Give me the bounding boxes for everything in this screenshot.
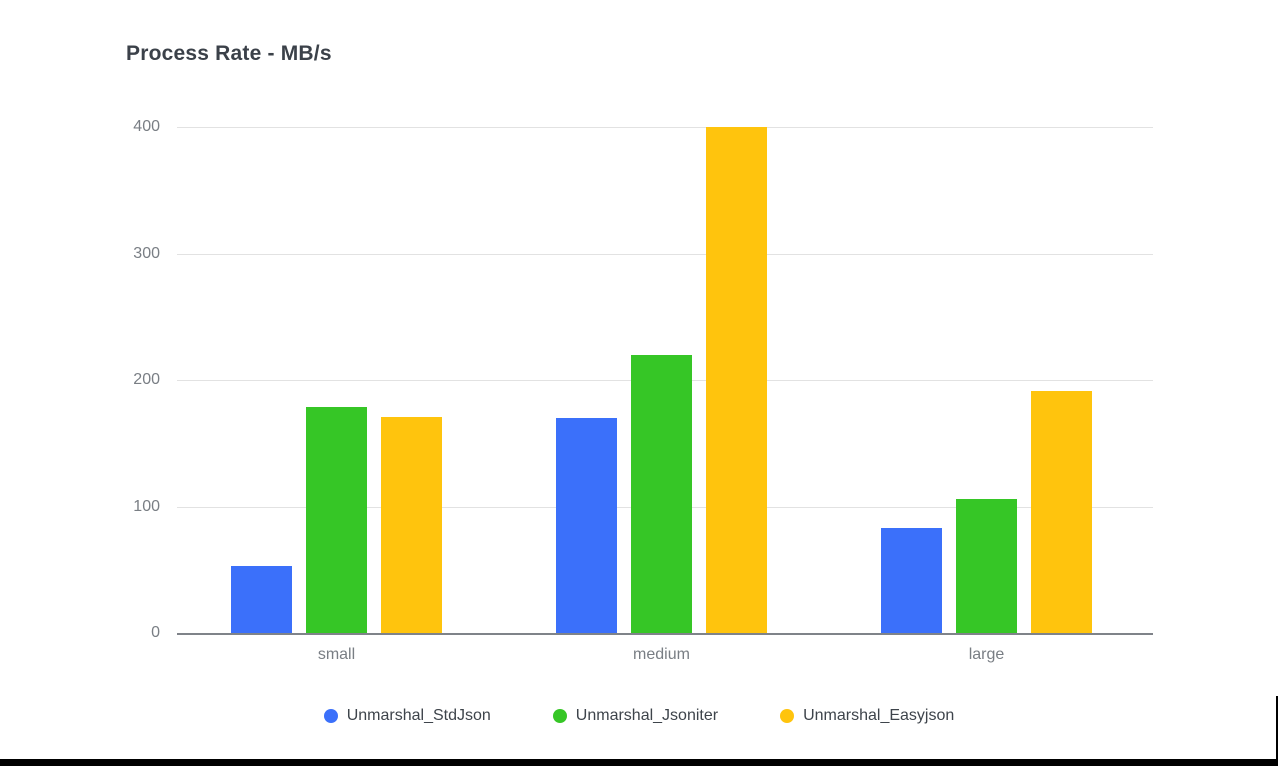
bar-unmarshal_jsoniter-large[interactable] <box>956 499 1017 633</box>
x-axis-label-medium: medium <box>633 646 690 663</box>
y-tick-label-0: 0 <box>151 624 160 641</box>
bar-unmarshal_jsoniter-small[interactable] <box>306 407 367 633</box>
bar-unmarshal_stdjson-large[interactable] <box>881 528 942 633</box>
bar-unmarshal_easyjson-large[interactable] <box>1031 391 1092 633</box>
gridline-300 <box>177 253 1153 255</box>
bar-unmarshal_easyjson-medium[interactable] <box>706 127 767 633</box>
x-axis-label-large: large <box>968 646 1005 663</box>
right-edge-black-bar <box>1276 696 1278 766</box>
legend-dot-icon <box>323 709 338 723</box>
legend: Unmarshal_StdJson Unmarshal_Jsoniter Unmar… <box>0 707 1278 725</box>
chart-title: Process Rate - MB/s <box>126 42 332 65</box>
bar-group-large <box>881 391 1092 633</box>
bottom-black-bar <box>0 759 1278 766</box>
plot-area: 400 300 200 100 0 small medium large <box>133 118 1153 663</box>
legend-item-unmarshal_stdjson[interactable]: Unmarshal_StdJson <box>323 707 491 725</box>
legend-label: Unmarshal_StdJson <box>346 707 491 724</box>
legend-item-unmarshal_easyjson[interactable]: Unmarshal_Easyjson <box>780 707 954 725</box>
bar-unmarshal_stdjson-small[interactable] <box>231 566 292 633</box>
legend-dot-icon <box>552 709 567 723</box>
legend-dot-icon <box>780 709 795 723</box>
y-tick-label-400: 400 <box>133 118 160 135</box>
gridline-400 <box>177 127 1153 128</box>
bar-group-medium <box>556 127 767 633</box>
y-tick-label-300: 300 <box>133 244 160 262</box>
y-tick-label-100: 100 <box>133 497 160 515</box>
legend-label: Unmarshal_Easyjson <box>803 707 955 724</box>
bar-unmarshal_stdjson-medium[interactable] <box>556 418 617 633</box>
bar-unmarshal_jsoniter-medium[interactable] <box>631 355 692 633</box>
y-tick-label-200: 200 <box>133 371 160 388</box>
bar-group-small <box>231 407 442 633</box>
x-axis-label-small: small <box>317 646 356 663</box>
legend-item-unmarshal_jsoniter[interactable]: Unmarshal_Jsoniter <box>552 707 719 725</box>
legend-label: Unmarshal_Jsoniter <box>575 707 719 724</box>
bar-unmarshal_easyjson-small[interactable] <box>381 417 442 633</box>
x-axis-line <box>177 633 1153 635</box>
